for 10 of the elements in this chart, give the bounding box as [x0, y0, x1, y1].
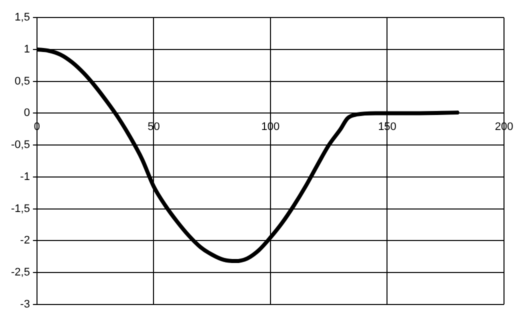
- y-tick-label: -1,5: [10, 202, 30, 215]
- y-tick-label: 0,5: [14, 75, 30, 88]
- y-tick-label: 0: [24, 107, 30, 120]
- y-tick-label: -0,5: [10, 139, 30, 152]
- y-tick-label: 1,5: [14, 12, 30, 24]
- y-tick-label: 1: [24, 44, 30, 56]
- y-tick-label: -2: [20, 234, 30, 247]
- y-tick-label: -2,5: [10, 266, 30, 279]
- y-tick-label: -3: [20, 298, 30, 310]
- y-tick-label: -1: [20, 170, 30, 183]
